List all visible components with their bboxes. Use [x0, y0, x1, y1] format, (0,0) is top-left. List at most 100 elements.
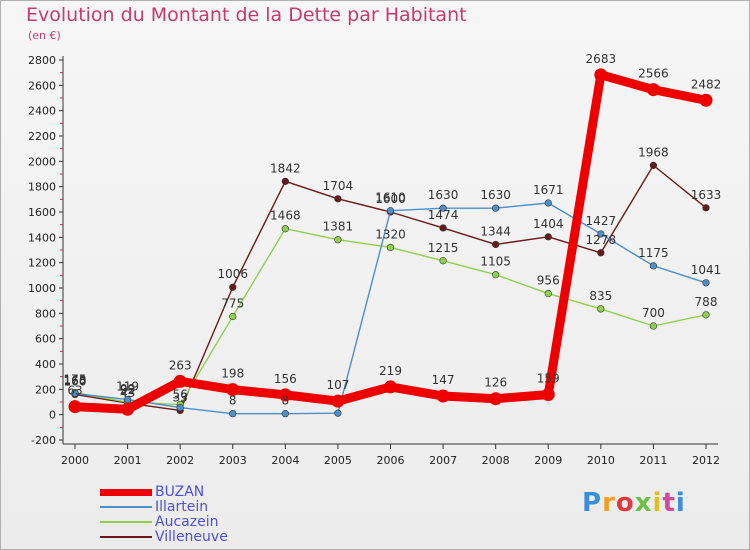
legend-label: BUZAN	[155, 484, 205, 500]
data-point	[699, 93, 713, 107]
legend-swatch	[100, 488, 152, 496]
y-tick-label: 800	[35, 307, 56, 320]
data-label: 1474	[428, 208, 459, 222]
data-point	[176, 403, 184, 412]
legend-swatch	[100, 506, 152, 508]
data-point	[649, 161, 658, 169]
data-label: 175	[64, 373, 87, 387]
brand-letter: r	[602, 488, 616, 518]
data-label: 159	[537, 372, 560, 386]
brand-letter: i	[652, 488, 663, 518]
data-label: 107	[326, 378, 349, 392]
data-point	[439, 224, 447, 232]
x-tick-label: 2003	[219, 454, 247, 467]
data-point	[492, 271, 500, 279]
x-tick-label: 2010	[587, 454, 615, 467]
data-label: 119	[116, 380, 139, 394]
data-label: 56	[173, 388, 188, 402]
data-point	[489, 392, 503, 406]
data-label: 775	[221, 297, 244, 311]
data-label: 263	[169, 358, 192, 372]
data-label: 956	[537, 274, 560, 288]
data-label: 1215	[428, 241, 459, 255]
data-point	[173, 374, 187, 388]
y-tick-label: 0	[49, 409, 56, 422]
data-label: 1105	[480, 255, 511, 269]
data-label: 147	[432, 373, 455, 387]
y-tick-label: -200	[31, 434, 56, 447]
series-line	[74, 228, 707, 406]
y-tick-label: 400	[35, 358, 56, 371]
data-point	[541, 388, 555, 402]
data-point	[71, 389, 79, 397]
data-label: 168	[64, 373, 87, 387]
data-point	[229, 283, 237, 291]
data-label: 160	[64, 374, 87, 388]
data-label: 33	[173, 390, 188, 404]
y-tick-label: 1000	[28, 282, 56, 295]
data-label: 700	[642, 306, 665, 320]
data-label: 1344	[480, 224, 511, 238]
data-label: 92	[120, 383, 135, 397]
brand-letter: o	[615, 488, 635, 518]
data-label: 788	[695, 295, 718, 309]
data-label: 1468	[270, 209, 301, 223]
data-point	[331, 394, 345, 408]
y-tick-label: 2200	[28, 130, 56, 143]
brand-letter: t	[662, 488, 676, 518]
data-label: 198	[221, 367, 244, 381]
data-point	[386, 207, 395, 215]
data-point	[702, 311, 710, 319]
data-label: 1633	[691, 188, 722, 202]
data-point	[281, 225, 289, 233]
legend-label: Aucazein	[155, 514, 219, 530]
data-point	[386, 243, 395, 252]
legend-swatch	[100, 536, 152, 538]
data-point	[436, 389, 450, 403]
data-point	[334, 409, 342, 417]
data-label: 1320	[375, 227, 406, 241]
data-point	[334, 195, 342, 203]
data-point	[226, 383, 240, 397]
data-label: 1006	[217, 267, 248, 281]
x-tick-label: 2000	[61, 454, 89, 467]
data-point	[544, 199, 552, 207]
x-tick-label: 2002	[166, 454, 194, 467]
data-point	[384, 380, 397, 394]
data-point	[544, 289, 552, 298]
data-point	[229, 312, 237, 321]
data-label: 8	[229, 394, 237, 408]
data-label: 1175	[638, 246, 669, 260]
data-point	[229, 410, 237, 418]
data-point	[492, 204, 500, 212]
data-label: 1404	[533, 217, 564, 231]
legend-label: Illartein	[155, 499, 209, 515]
data-point	[649, 322, 658, 330]
x-tick-label: 2012	[692, 454, 720, 467]
x-tick-label: 2001	[114, 454, 142, 467]
x-tick-label: 2007	[429, 454, 457, 467]
data-label: 156	[274, 372, 297, 386]
data-point	[281, 410, 289, 418]
data-point	[281, 177, 289, 185]
brand-letter: i	[675, 488, 686, 518]
data-label: 1630	[428, 188, 459, 202]
data-label: 1842	[270, 161, 301, 175]
data-label: 1278	[586, 233, 617, 247]
data-point	[544, 233, 552, 241]
y-tick-label: 600	[35, 333, 56, 346]
data-label: 63	[67, 384, 82, 398]
brand-letter: x	[634, 488, 653, 518]
chart-subtitle: (en €)	[28, 29, 61, 42]
data-label: 1671	[533, 183, 564, 197]
x-tick-label: 2008	[482, 454, 510, 467]
data-label: 43	[120, 386, 135, 400]
data-label: 126	[484, 376, 507, 390]
data-point	[597, 305, 605, 313]
data-label: 1041	[691, 263, 722, 277]
x-tick-label: 2011	[639, 454, 667, 467]
data-point	[278, 388, 292, 402]
data-label: 1427	[586, 214, 617, 228]
x-tick-label: 2009	[534, 454, 562, 467]
